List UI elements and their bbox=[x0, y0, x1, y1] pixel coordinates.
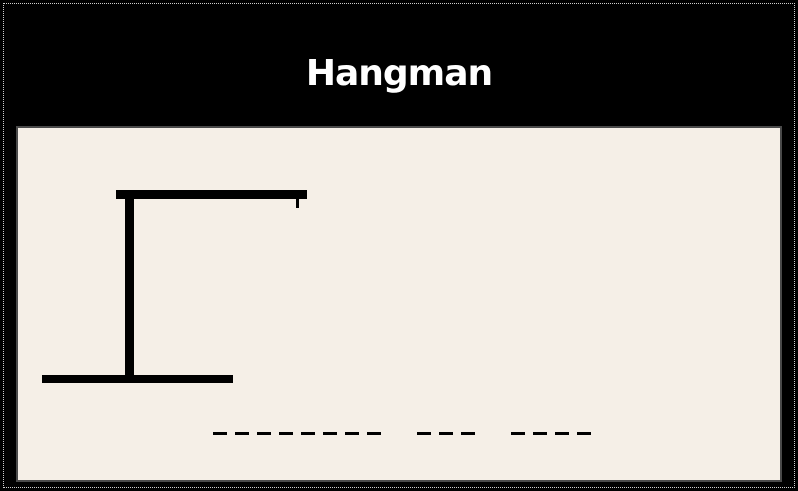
letter-blank bbox=[345, 432, 359, 435]
gallows-rope bbox=[296, 198, 299, 208]
gallows-post bbox=[125, 196, 134, 379]
letter-blank bbox=[461, 432, 475, 435]
letter-blank bbox=[367, 432, 381, 435]
letter-blank bbox=[279, 432, 293, 435]
letter-blank bbox=[533, 432, 547, 435]
letter-blank bbox=[213, 432, 227, 435]
letter-blank bbox=[511, 432, 525, 435]
game-title: Hangman bbox=[305, 53, 493, 94]
letter-blank bbox=[323, 432, 337, 435]
letter-blank bbox=[235, 432, 249, 435]
letter-blank bbox=[417, 432, 431, 435]
letter-blank bbox=[301, 432, 315, 435]
gallows-beam bbox=[116, 190, 307, 199]
letter-blank bbox=[577, 432, 591, 435]
letter-blank bbox=[555, 432, 569, 435]
letter-blank bbox=[257, 432, 271, 435]
gallows-base bbox=[42, 375, 233, 383]
word-blanks bbox=[18, 418, 784, 448]
gallows-drawing bbox=[42, 190, 307, 383]
letter-blank bbox=[439, 432, 453, 435]
game-board bbox=[16, 126, 782, 482]
